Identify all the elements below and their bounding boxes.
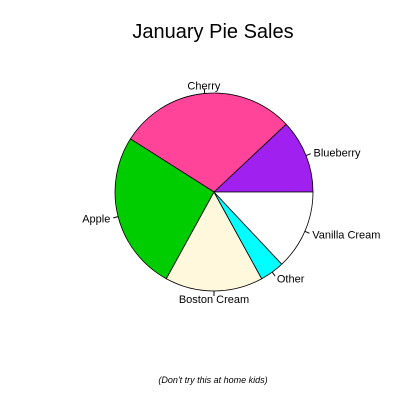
slice-label-other: Other <box>277 274 305 286</box>
chart-title: January Pie Sales <box>132 21 293 43</box>
leader-line-other <box>272 272 275 276</box>
slice-label-cherry: Cherry <box>187 80 221 92</box>
slice-label-apple: Apple <box>82 214 110 226</box>
slice-label-boston-cream: Boston Cream <box>179 294 249 306</box>
leader-line-vanilla-cream <box>305 231 310 233</box>
chart-caption: (Don't try this at home kids) <box>158 375 267 385</box>
slice-label-blueberry: Blueberry <box>313 148 361 160</box>
leader-line-blueberry <box>306 154 311 156</box>
leader-line-apple <box>113 217 118 218</box>
slice-label-vanilla-cream: Vanilla Cream <box>312 229 380 241</box>
pie-slices <box>115 93 313 291</box>
